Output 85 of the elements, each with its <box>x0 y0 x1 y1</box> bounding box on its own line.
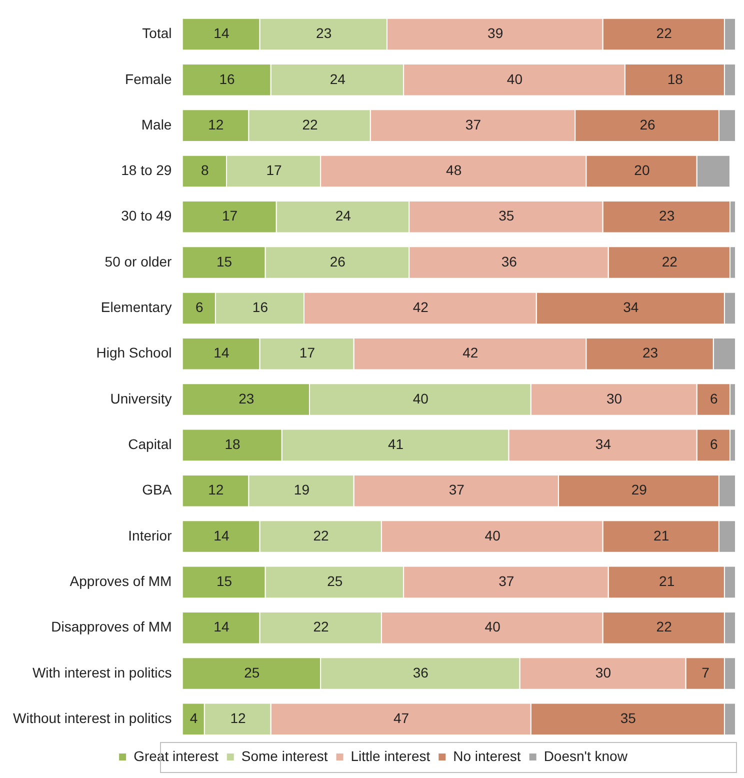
data-label: 15 <box>216 253 232 270</box>
data-label: 6 <box>195 299 204 316</box>
data-label: 12 <box>208 116 224 132</box>
y-tick-label: 50 or older <box>104 253 172 270</box>
data-label: 36 <box>412 664 429 680</box>
data-label: 34 <box>623 299 639 316</box>
data-label: 26 <box>640 116 656 132</box>
data-label: 42 <box>412 299 429 316</box>
data-label: 25 <box>327 573 343 590</box>
data-label: 16 <box>252 299 268 316</box>
y-tick-label: Approves of MM <box>70 573 172 590</box>
data-label: 22 <box>313 618 330 635</box>
y-tick-label: With interest in politics <box>32 664 172 680</box>
data-label: 6 <box>710 436 718 452</box>
data-label: 15 <box>216 573 232 590</box>
data-label: 36 <box>501 253 518 270</box>
data-label: 34 <box>595 436 612 452</box>
data-label: 21 <box>654 527 670 544</box>
data-label: 26 <box>330 253 346 270</box>
data-label: 14 <box>214 344 230 361</box>
data-label: 30 <box>595 664 612 680</box>
data-label: 7 <box>702 664 710 680</box>
y-tick-label: University <box>110 390 172 406</box>
data-label: 22 <box>656 25 672 42</box>
data-label: 22 <box>656 618 672 635</box>
y-tick-label: Male <box>141 116 172 132</box>
legend-label: Little interest <box>350 748 430 764</box>
data-label: 18 <box>224 436 241 452</box>
data-label: 21 <box>659 573 675 590</box>
y-tick-label: Female <box>125 70 172 87</box>
y-tick-label: Total <box>142 25 172 42</box>
data-label: 20 <box>634 162 650 178</box>
y-tick-label: Disapproves of MM <box>51 618 172 635</box>
y-tick-label: Elementary <box>100 299 172 316</box>
data-label: 23 <box>238 390 254 406</box>
y-tick-label: Capital <box>128 436 172 452</box>
legend-label: Great interest <box>134 748 218 764</box>
data-label: 14 <box>214 25 230 42</box>
data-label: 37 <box>448 482 465 498</box>
data-label: 23 <box>642 344 658 361</box>
y-tick-label: 18 to 29 <box>121 162 172 178</box>
data-label: 17 <box>222 208 238 224</box>
data-label: 23 <box>659 208 675 224</box>
data-label: 17 <box>299 344 316 361</box>
data-label: 22 <box>302 116 318 132</box>
data-label: 18 <box>667 70 684 87</box>
data-label: 12 <box>230 710 246 726</box>
data-label: 22 <box>662 253 678 270</box>
data-label: 16 <box>219 70 235 87</box>
data-label: 8 <box>200 162 209 178</box>
data-label: 37 <box>498 573 514 590</box>
legend-label: Some interest <box>241 748 328 764</box>
legend-label: No interest <box>453 748 521 764</box>
data-label: 23 <box>316 25 332 42</box>
data-label: 35 <box>620 710 636 726</box>
data-label: 40 <box>412 390 429 406</box>
y-tick-label: High School <box>96 344 172 361</box>
data-label: 39 <box>488 25 504 42</box>
y-tick-label: 30 to 49 <box>121 208 172 224</box>
data-label: 37 <box>465 116 482 132</box>
data-label: 40 <box>484 527 501 544</box>
data-label: 12 <box>208 482 224 498</box>
data-label: 19 <box>294 482 310 498</box>
data-label: 22 <box>313 527 330 544</box>
y-tick-label: GBA <box>142 482 172 498</box>
data-label: 24 <box>335 208 352 224</box>
data-label: 4 <box>190 710 198 726</box>
data-label: 40 <box>484 618 501 635</box>
data-label: 42 <box>462 344 478 361</box>
data-label: 29 <box>631 482 648 498</box>
data-label: 41 <box>388 436 404 452</box>
data-label: 48 <box>446 162 462 178</box>
data-label: 25 <box>244 664 260 680</box>
data-label: 6 <box>710 390 718 406</box>
data-label: 47 <box>393 710 410 726</box>
data-label: 14 <box>214 527 230 544</box>
data-label: 40 <box>506 70 523 87</box>
data-label: 24 <box>330 70 346 87</box>
legend-label: Doesn't know <box>544 748 628 764</box>
data-label: 30 <box>606 390 622 406</box>
data-label: 17 <box>266 162 282 178</box>
data-label: 35 <box>498 208 514 224</box>
data-label: 14 <box>214 618 230 635</box>
y-tick-label: Without interest in politics <box>12 710 172 726</box>
y-tick-label: Interior <box>128 527 172 544</box>
